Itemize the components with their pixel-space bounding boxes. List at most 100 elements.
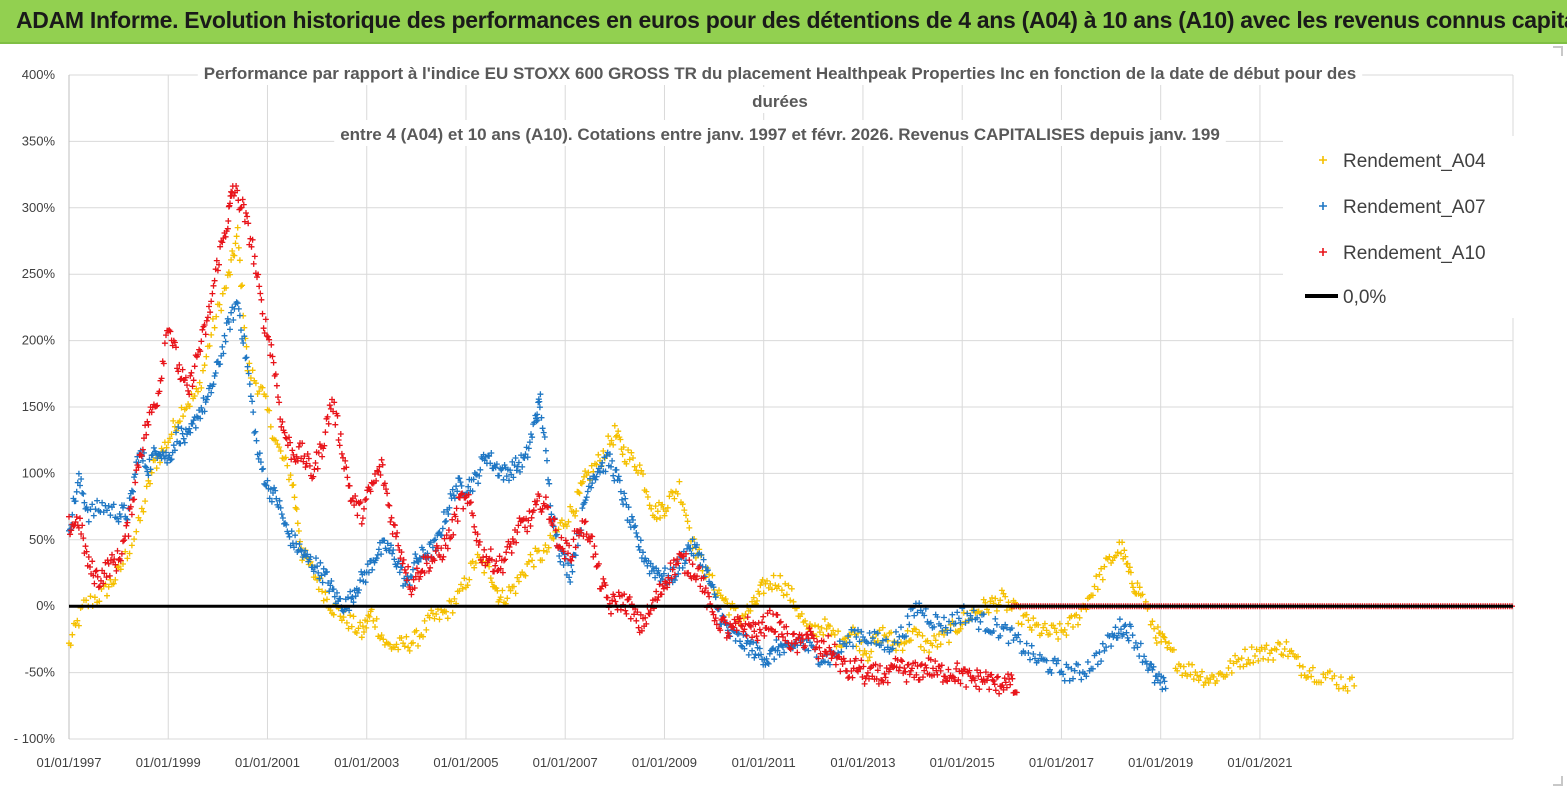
data-point (335, 437, 342, 443)
data-point (538, 414, 545, 421)
data-point (733, 627, 740, 634)
data-point (1018, 621, 1025, 628)
data-point (929, 642, 936, 649)
data-point (1030, 615, 1037, 622)
data-point (176, 361, 183, 368)
data-point (560, 548, 567, 555)
data-point (924, 637, 931, 644)
data-point (986, 686, 993, 693)
data-point (932, 658, 939, 665)
data-point (899, 658, 906, 665)
data-point (927, 619, 934, 626)
data-point (1030, 651, 1037, 657)
data-point (533, 501, 539, 508)
data-point (267, 486, 274, 493)
data-point (381, 537, 388, 544)
data-point (1066, 677, 1073, 684)
data-point (893, 647, 899, 654)
data-point (264, 477, 271, 484)
data-point (324, 413, 331, 420)
data-point (331, 593, 338, 600)
data-point (391, 522, 398, 529)
data-point (1322, 674, 1329, 681)
data-point (1129, 632, 1136, 639)
data-point (919, 632, 926, 639)
data-point (787, 597, 794, 604)
data-point (588, 462, 595, 469)
data-point (857, 665, 864, 672)
data-point (388, 514, 395, 521)
data-point (603, 453, 610, 459)
data-point (190, 377, 197, 384)
data-point (1253, 646, 1260, 653)
data-point (306, 556, 313, 563)
data-point (303, 460, 310, 467)
data-point (1309, 664, 1316, 671)
data-point (1281, 646, 1288, 652)
data-point (426, 614, 433, 621)
data-point (877, 662, 883, 669)
y-tick-label: 350% (22, 133, 56, 148)
data-point (562, 537, 569, 544)
data-point (1063, 632, 1070, 639)
data-point (321, 442, 328, 449)
data-point (589, 533, 596, 540)
data-point (441, 535, 448, 542)
data-point (271, 484, 278, 491)
data-point (131, 496, 138, 503)
data-point (689, 536, 696, 543)
data-point (856, 638, 863, 645)
data-point (186, 391, 193, 398)
data-point (114, 515, 120, 522)
page-title: ADAM Informe. Evolution historique des p… (16, 7, 1567, 33)
data-point (450, 531, 457, 538)
data-point (631, 463, 638, 470)
data-point (938, 662, 945, 669)
data-point (127, 503, 134, 510)
data-point (674, 556, 681, 563)
data-point (1164, 644, 1171, 651)
data-point (1141, 653, 1148, 660)
data-point (251, 253, 258, 260)
data-point (1306, 667, 1313, 674)
data-point (284, 462, 291, 469)
data-point (1283, 638, 1290, 645)
data-point (997, 632, 1004, 639)
data-point (227, 271, 233, 278)
data-point (713, 621, 720, 628)
data-point (165, 439, 172, 446)
data-point (1083, 673, 1090, 680)
data-point (210, 282, 217, 289)
data-point (853, 634, 860, 640)
data-point (1121, 547, 1128, 554)
data-point (852, 655, 859, 662)
x-tick-label: 01/01/2013 (830, 755, 895, 770)
x-tick-label: 01/01/2007 (533, 755, 598, 770)
data-point (82, 543, 89, 550)
data-point (149, 451, 156, 458)
data-point (410, 639, 416, 646)
data-point (522, 524, 528, 531)
data-point (236, 257, 243, 264)
data-point (364, 618, 371, 625)
data-point (1161, 634, 1168, 641)
data-point (509, 536, 516, 542)
data-point (559, 545, 566, 552)
data-point (92, 506, 99, 513)
data-point (638, 467, 645, 474)
legend-marker (1319, 202, 1327, 210)
data-point (94, 573, 101, 580)
data-point (187, 429, 194, 436)
data-point (676, 478, 683, 485)
data-point (85, 554, 92, 560)
x-tick-label: 01/01/2005 (433, 755, 498, 770)
data-point (452, 513, 459, 520)
data-point (340, 454, 346, 461)
data-point (377, 635, 383, 642)
data-point (1146, 665, 1153, 671)
data-point (710, 611, 717, 618)
data-point (402, 581, 409, 587)
data-point (262, 316, 269, 323)
data-point (905, 661, 912, 668)
data-point (838, 648, 845, 655)
